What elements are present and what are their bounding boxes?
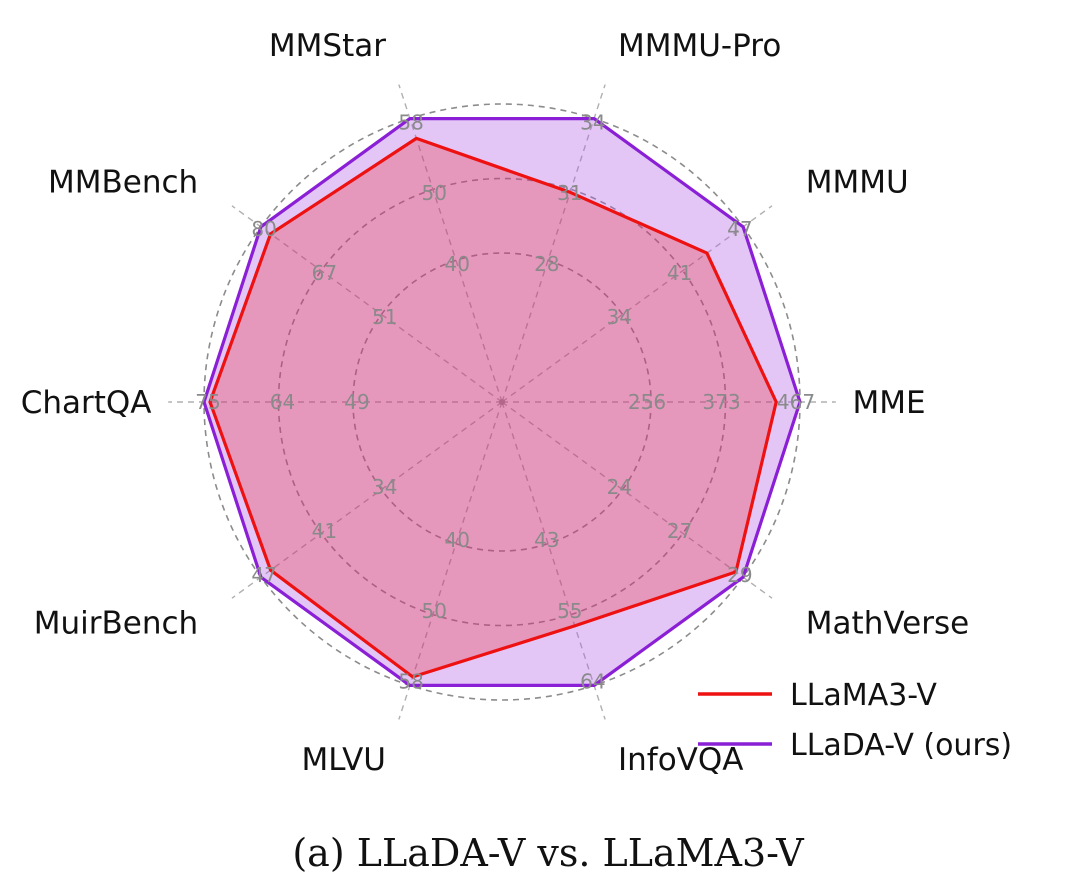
axis-label-infovqa: InfoVQA [618,742,743,778]
tick-label-muirbench-2: 41 [312,519,337,543]
axis-label-mlvu: MLVU [301,742,386,778]
tick-label-mmmu-3: 47 [727,217,752,241]
legend-label-llama3v: LLaMA3-V [790,678,937,713]
spoke-infovqa [501,401,606,720]
spoke-mlvu [398,401,503,720]
tick-label-mmbench-1: 51 [372,305,397,329]
grid-layer [168,84,836,720]
tick-label-mme-3: 467 [777,390,815,414]
spoke-mmmu-pro [501,84,606,403]
tick-label-mmmu-pro-3: 34 [580,110,605,134]
tick-label-mlvu-3: 58 [398,670,423,694]
tick-label-infovqa-2: 55 [557,599,582,623]
tick-label-chartqa-3: 75 [195,390,220,414]
center-dot [499,399,505,405]
series-area-llama3-v [210,138,777,677]
tick-label-mlvu-1: 40 [444,528,469,552]
tick-label-mathverse-3: 29 [727,563,752,587]
tick-label-mlvu-2: 50 [421,599,446,623]
tick-label-mmmu-1: 34 [607,305,632,329]
tick-label-mmmu-pro-2: 31 [557,181,582,205]
axis-label-mmbench: MMBench [48,164,198,200]
legend-label-lladav: LLaDA-V (ours) [790,728,1012,763]
tick-label-mme-1: 256 [628,390,666,414]
series-line-llama3-v [208,136,778,679]
tick-layer: 256 373 467 34 41 47 28 31 34 40 50 58 51 67 80 49 64 75 3… [195,110,815,693]
spoke-muirbench [231,401,503,599]
tick-label-mathverse-2: 27 [667,519,692,543]
axis-label-layer: MME MMMU MMMU-Pro MMStar MMBench ChartQA MuirB… [21,28,969,778]
tick-label-chartqa-2: 64 [270,390,295,414]
tick-label-infovqa-1: 43 [534,528,559,552]
tick-label-mathverse-1: 24 [607,475,632,499]
tick-label-muirbench-1: 34 [372,475,397,499]
axis-label-mmstar: MMStar [269,28,386,64]
axis-label-muirbench: MuirBench [34,606,198,642]
legend: LLaMA3-V LLaDA-V (ours) [698,678,1012,763]
tick-label-mmstar-1: 40 [444,252,469,276]
series-layer [202,116,802,688]
tick-label-chartqa-1: 49 [344,390,369,414]
series-line-llada-v-ours [202,116,802,688]
axis-label-mathverse: MathVerse [806,606,969,642]
series-area-llada-v-ours [204,118,800,686]
axis-label-mmmu-pro: MMMU-Pro [618,28,781,64]
tick-label-mmbench-3: 80 [251,217,276,241]
tick-label-mmmu-2: 41 [667,261,692,285]
tick-label-mmbench-2: 67 [312,261,337,285]
chart-caption: (a) LLaDA-V vs. LLaMA3-V [292,831,804,875]
axis-label-chartqa: ChartQA [21,385,152,421]
spoke-mmmu [501,205,773,403]
tick-label-muirbench-3: 47 [251,563,276,587]
tick-label-infovqa-3: 64 [580,670,605,694]
spoke-mmbench [231,205,503,403]
spoke-mathverse [501,401,773,599]
axis-label-mme: MME [853,385,926,421]
tick-label-mmstar-3: 58 [398,110,423,134]
axis-label-mmmu: MMMU [806,164,909,200]
tick-label-mme-2: 373 [702,390,740,414]
tick-label-mmstar-2: 50 [421,181,446,205]
tick-label-mmmu-pro-1: 28 [534,252,559,276]
